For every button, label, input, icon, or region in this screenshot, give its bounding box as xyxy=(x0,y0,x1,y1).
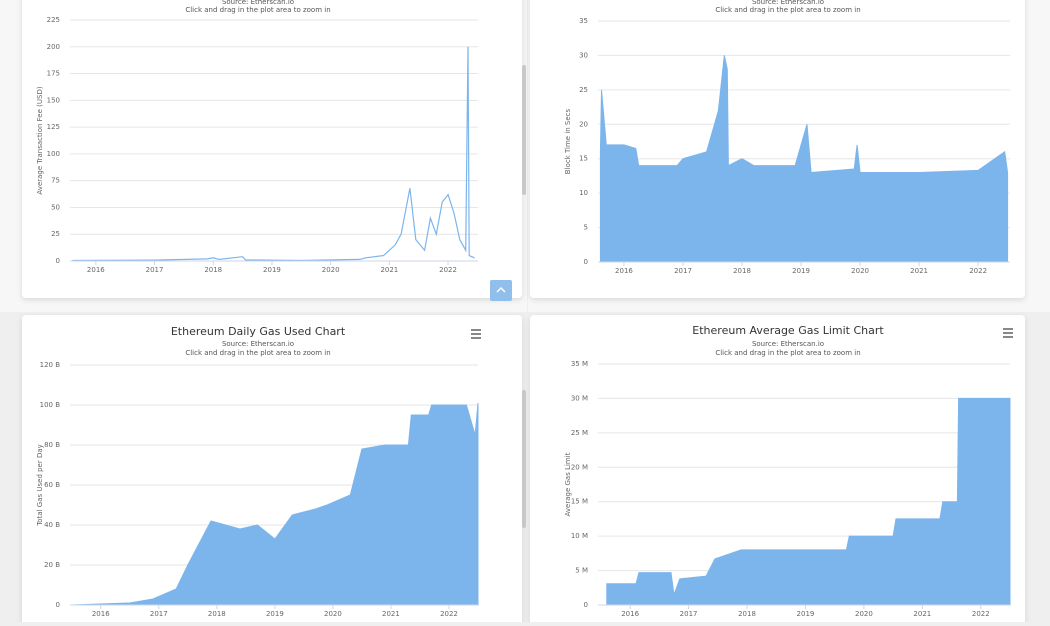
x-tick-label: 2019 xyxy=(263,266,281,274)
y-axis-label: Total Gas Used per Day xyxy=(36,444,44,527)
y-tick-label: 30 xyxy=(579,51,588,59)
x-tick-label: 2022 xyxy=(440,610,458,618)
y-tick-label: 200 xyxy=(47,43,60,51)
x-tick-label: 2020 xyxy=(851,267,869,275)
y-axis-label: Block Time in Secs xyxy=(564,108,572,174)
chart-title: Ethereum Daily Gas Used Chart xyxy=(171,325,346,338)
x-tick-label: 2021 xyxy=(382,610,400,618)
x-tick-label: 2021 xyxy=(380,266,398,274)
x-tick-label: 2021 xyxy=(910,267,928,275)
x-tick-label: 2020 xyxy=(322,266,340,274)
scroll-top-button[interactable] xyxy=(490,280,512,301)
y-tick-label: 100 xyxy=(47,150,60,158)
x-tick-label: 2017 xyxy=(146,266,164,274)
chart-title: Ethereum Average Gas Limit Chart xyxy=(692,324,884,337)
x-tick-label: 2017 xyxy=(680,610,698,618)
y-tick-label: 125 xyxy=(47,123,60,131)
x-tick-label: 2019 xyxy=(792,267,810,275)
y-tick-label: 20 M xyxy=(571,463,588,471)
data-line xyxy=(72,46,475,262)
chart-note: Click and drag in the plot area to zoom … xyxy=(185,6,330,14)
x-tick-label: 2016 xyxy=(87,266,105,274)
x-tick-label: 2016 xyxy=(92,610,110,618)
y-tick-label: 35 M xyxy=(571,360,588,368)
y-tick-label: 80 B xyxy=(44,441,60,449)
y-tick-label: 5 xyxy=(584,224,588,232)
y-tick-label: 120 B xyxy=(40,361,61,369)
card xyxy=(22,0,522,298)
y-tick-label: 60 B xyxy=(44,481,60,489)
y-tick-label: 25 xyxy=(51,230,60,238)
menu-icon[interactable] xyxy=(471,329,481,339)
y-tick-label: 40 B xyxy=(44,521,60,529)
y-tick-label: 150 xyxy=(47,96,60,104)
y-tick-label: 10 xyxy=(579,189,588,197)
menu-icon[interactable] xyxy=(1003,328,1013,338)
y-tick-label: 0 xyxy=(56,257,60,265)
x-tick-label: 2020 xyxy=(324,610,342,618)
x-tick-label: 2016 xyxy=(615,267,633,275)
chart-subtitle: Source: Etherscan.io xyxy=(222,0,294,6)
x-tick-label: 2016 xyxy=(621,610,639,618)
x-tick-label: 2017 xyxy=(150,610,168,618)
y-tick-label: 0 xyxy=(584,601,588,609)
x-tick-label: 2022 xyxy=(972,610,990,618)
x-tick-label: 2022 xyxy=(439,266,457,274)
x-tick-label: 2022 xyxy=(969,267,987,275)
y-tick-label: 15 M xyxy=(571,498,588,506)
y-tick-label: 30 M xyxy=(571,394,588,402)
y-tick-label: 0 xyxy=(584,258,588,266)
y-tick-label: 5 M xyxy=(575,567,588,575)
y-axis-label: Average Transaction Fee (USD) xyxy=(36,86,44,194)
x-tick-label: 2017 xyxy=(674,267,692,275)
data-area xyxy=(71,402,479,606)
scrollbar[interactable] xyxy=(522,390,526,528)
y-tick-label: 15 xyxy=(579,155,588,163)
x-tick-label: 2018 xyxy=(738,610,756,618)
x-tick-label: 2020 xyxy=(855,610,873,618)
data-area xyxy=(599,55,1009,263)
y-tick-label: 100 B xyxy=(40,401,61,409)
y-tick-label: 225 xyxy=(47,16,60,24)
y-tick-label: 75 xyxy=(51,177,60,185)
y-tick-label: 50 xyxy=(51,203,60,211)
chart-subtitle: Source: Etherscan.io xyxy=(752,0,824,6)
x-tick-label: 2018 xyxy=(204,266,222,274)
chart-subtitle: Source: Etherscan.io xyxy=(752,340,824,348)
x-tick-label: 2018 xyxy=(733,267,751,275)
x-tick-label: 2019 xyxy=(266,610,284,618)
y-tick-label: 25 M xyxy=(571,429,588,437)
chart-subtitle: Source: Etherscan.io xyxy=(222,340,294,348)
chart-note: Click and drag in the plot area to zoom … xyxy=(715,6,860,14)
data-area xyxy=(606,397,1011,606)
y-axis-label: Average Gas Limit xyxy=(564,452,572,516)
y-tick-label: 25 xyxy=(579,86,588,94)
x-tick-label: 2019 xyxy=(797,610,815,618)
scrollbar[interactable] xyxy=(522,65,526,195)
x-tick-label: 2018 xyxy=(208,610,226,618)
chart-note: Click and drag in the plot area to zoom … xyxy=(185,349,330,357)
x-tick-label: 2021 xyxy=(913,610,931,618)
y-tick-label: 35 xyxy=(579,17,588,25)
y-tick-label: 10 M xyxy=(571,532,588,540)
y-tick-label: 0 xyxy=(56,601,60,609)
y-tick-label: 175 xyxy=(47,70,60,78)
y-tick-label: 20 B xyxy=(44,561,60,569)
chart-note: Click and drag in the plot area to zoom … xyxy=(715,349,860,357)
y-tick-label: 20 xyxy=(579,120,588,128)
